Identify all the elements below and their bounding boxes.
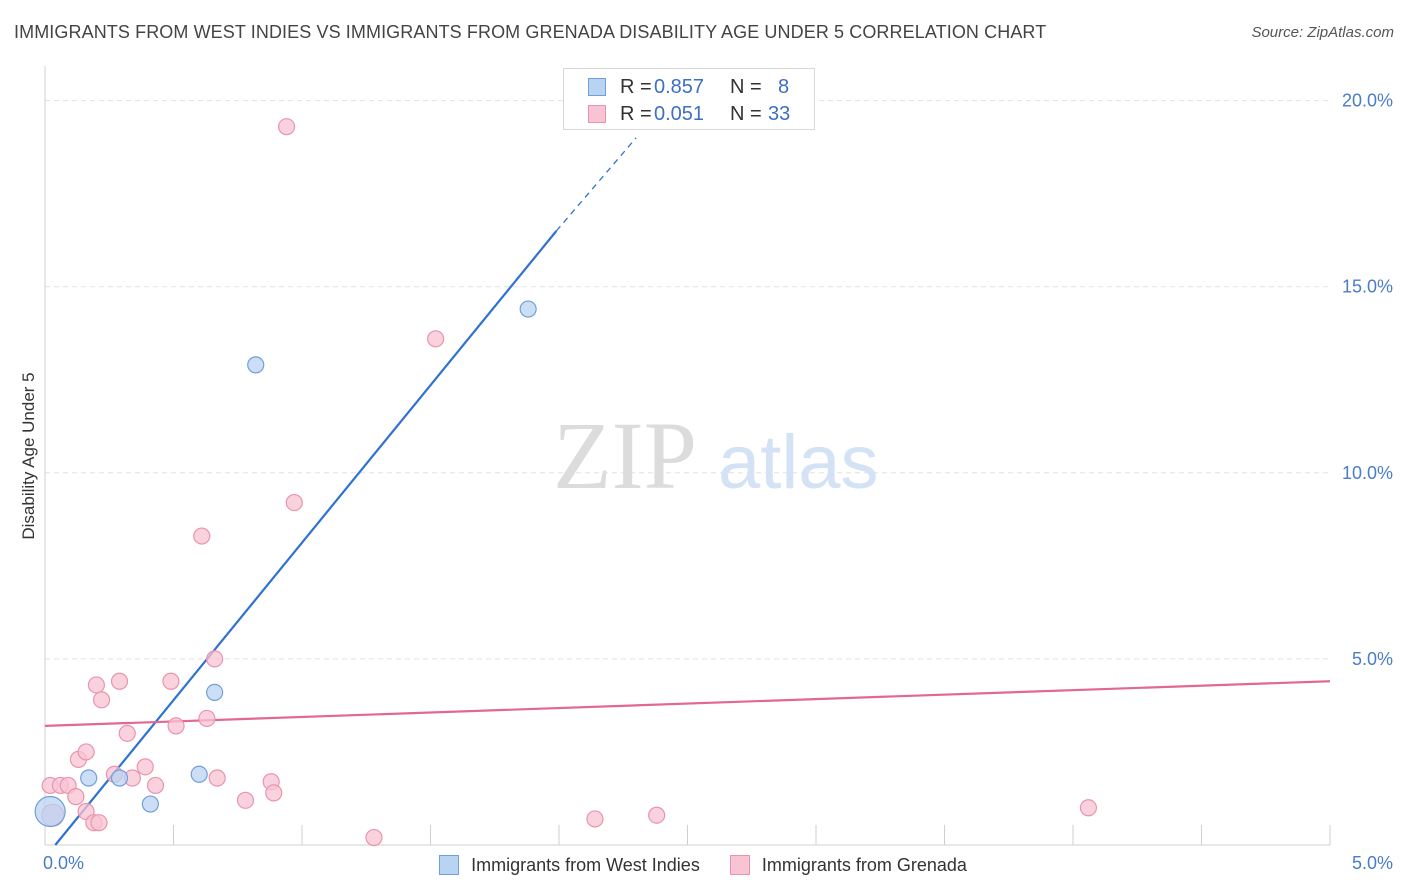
source-label: Source: ZipAtlas.com — [1251, 24, 1394, 41]
legend-item-grenada: Immigrants from Grenada — [729, 854, 967, 876]
n-label: N = — [730, 75, 762, 98]
y-tick-label: 5.0% — [1352, 649, 1393, 669]
r-value: 0.051 — [654, 102, 705, 125]
gridlines — [45, 100, 1330, 660]
legend-swatch-blue — [439, 855, 460, 875]
grenada-point — [162, 672, 180, 690]
grenada-point — [167, 717, 185, 735]
legend-item-west-indies: Immigrants from West Indies — [439, 855, 700, 876]
trend-lines — [44, 137, 1331, 846]
west-indies-trend-line — [54, 230, 558, 846]
chart-title: IMMIGRANTS FROM WEST INDIES VS IMMIGRANT… — [14, 22, 1047, 42]
n-value: 33 — [768, 102, 791, 125]
n-value: 8 — [778, 75, 790, 98]
grenada-point — [92, 691, 111, 709]
grenada-trend-line — [44, 680, 1331, 727]
west-indies-point — [34, 795, 66, 828]
west-indies-point — [80, 769, 98, 787]
watermark-zip: ZIP — [553, 402, 697, 509]
y-axis-title: Disability Age Under 5 — [19, 372, 38, 539]
watermark-atlas: atlas — [718, 420, 879, 505]
legend-swatch-pink — [729, 855, 750, 875]
grenada-point — [87, 676, 106, 694]
grenada-point — [208, 769, 226, 787]
west-indies-point — [247, 356, 265, 374]
axes — [44, 66, 1331, 846]
grenada-point — [365, 828, 383, 847]
r-label: R = — [620, 102, 652, 125]
data-points — [34, 118, 1098, 847]
r-value: 0.857 — [654, 75, 705, 98]
west-indies-point — [141, 795, 159, 813]
legend-row-west-indies: R = 0.857 N = 8 — [588, 74, 789, 100]
grenada-point — [285, 493, 303, 512]
grenada-point — [193, 527, 211, 545]
legend-row-grenada: R = 0.051 N = 33 — [588, 101, 790, 127]
west-indies-point — [110, 769, 129, 787]
n-label: N = — [730, 102, 762, 125]
grenada-point — [198, 709, 216, 728]
grenada-point — [146, 776, 165, 795]
grenada-point — [136, 758, 154, 776]
grenada-point — [236, 791, 255, 809]
grenada-point — [648, 806, 666, 824]
tick-labels: 5.0% 10.0% 15.0% 20.0% 0.0% 5.0% — [43, 91, 1393, 873]
x-tick-label: 5.0% — [1352, 853, 1393, 873]
west-indies-point — [519, 300, 537, 318]
legend-swatch-blue — [588, 78, 606, 96]
r-label: R = — [620, 75, 652, 98]
grenada-point — [110, 672, 129, 690]
grenada-point — [67, 788, 85, 806]
legend-swatch-pink — [588, 105, 606, 123]
y-tick-label: 15.0% — [1342, 277, 1393, 297]
y-tick-label: 20.0% — [1342, 91, 1393, 111]
series-legend: Immigrants from West Indies Immigrants f… — [0, 852, 1406, 878]
grenada-point — [1079, 799, 1098, 817]
grenada-point — [586, 810, 604, 828]
grenada-point — [90, 814, 108, 832]
grenada-point — [77, 743, 95, 761]
grenada-point — [206, 650, 224, 668]
west-indies-trend-extension — [555, 137, 637, 232]
legend-label: Immigrants from Grenada — [761, 854, 967, 875]
west-indies-point — [190, 765, 208, 783]
grenada-point — [427, 330, 445, 348]
watermark: ZIP atlas — [553, 402, 879, 509]
grenada-point — [265, 784, 283, 802]
grenada-point — [277, 118, 296, 136]
y-tick-label: 10.0% — [1342, 463, 1393, 483]
grenada-point — [118, 724, 136, 742]
stats-legend: R = 0.857 N = 8 R = 0.051 N = 33 — [563, 68, 815, 130]
legend-label: Immigrants from West Indies — [471, 854, 700, 875]
x-tick-label: 0.0% — [43, 853, 84, 873]
west-indies-point — [206, 683, 224, 702]
